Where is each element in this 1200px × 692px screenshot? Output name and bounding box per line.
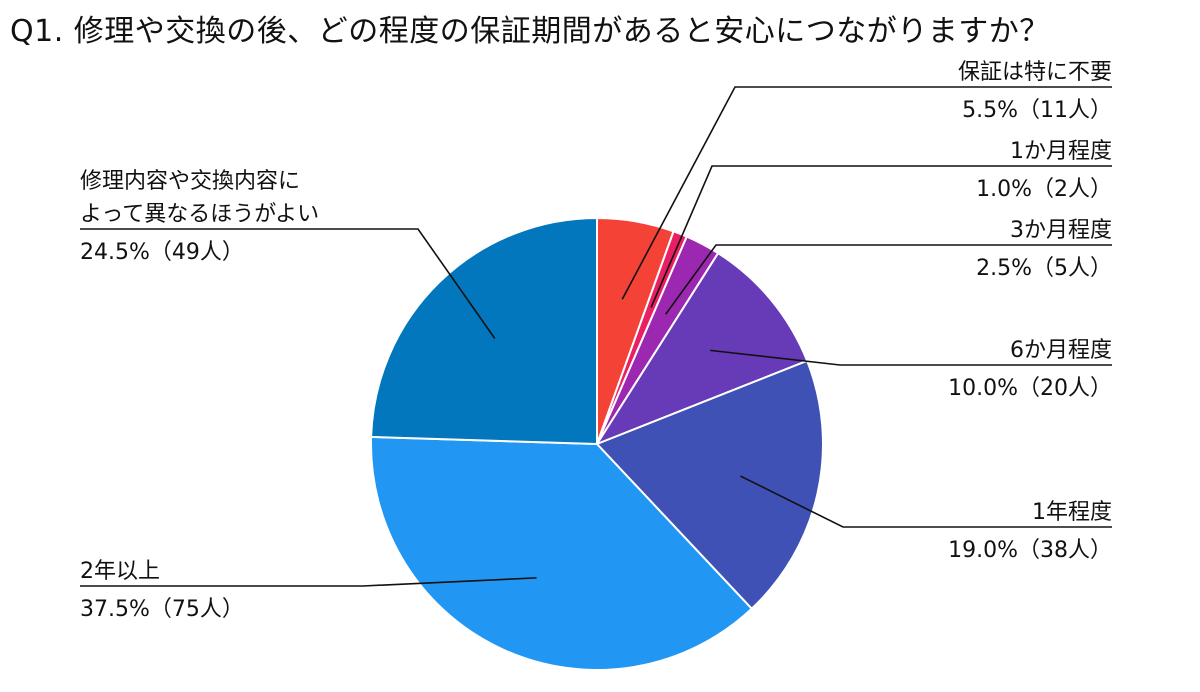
category-label-slice-7-line-2: よって異なるほうがよい	[80, 202, 319, 227]
category-label-slice-1: 保証は特に不要	[958, 60, 1112, 85]
chart-title: Q1. 修理や交換の後、どの程度の保証期間があると安心につながりますか？	[10, 14, 1050, 49]
value-label-slice-3: 2.5%（5人）	[976, 256, 1112, 281]
leader-line-slice-4	[710, 349, 1112, 366]
leader-line-slice-2	[650, 165, 1112, 308]
leader-line-slice-5	[740, 475, 1112, 528]
value-label-slice-6: 37.5%（75人）	[80, 597, 244, 622]
category-label-slice-3: 3か月程度	[1010, 218, 1112, 243]
leader-line-slice-6	[80, 577, 537, 587]
value-label-slice-7: 24.5%（49人）	[80, 240, 244, 265]
pie-slice-7	[370, 216, 598, 446]
value-label-slice-4: 10.0%（20人）	[948, 376, 1112, 401]
pie-slice-5	[595, 359, 824, 611]
category-label-slice-4: 6か月程度	[1010, 338, 1112, 363]
leader-line-slice-3	[665, 244, 1112, 315]
category-label-slice-2: 1か月程度	[1010, 139, 1112, 164]
value-label-slice-1: 5.5%（11人）	[962, 98, 1112, 123]
leader-line-slice-7	[80, 228, 496, 339]
pie-slice-6	[370, 435, 754, 671]
pie-slice-4	[594, 251, 809, 447]
value-label-slice-2: 1.0%（2人）	[976, 177, 1112, 202]
category-label-slice-7-line-1: 修理内容や交換内容に	[80, 169, 300, 194]
value-label-slice-5: 19.0%（38人）	[948, 538, 1112, 563]
leader-line-slice-1	[621, 86, 1112, 300]
category-label-slice-6: 2年以上	[80, 559, 160, 584]
category-label-slice-5: 1年程度	[1032, 500, 1112, 525]
